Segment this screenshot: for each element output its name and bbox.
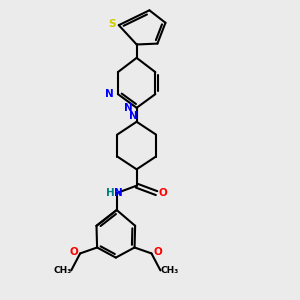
Text: O: O (153, 247, 162, 257)
Text: CH₃: CH₃ (53, 266, 71, 275)
Text: N: N (124, 103, 133, 113)
Text: N: N (105, 89, 114, 99)
Text: CH₃: CH₃ (160, 266, 178, 275)
Text: H: H (106, 188, 115, 197)
Text: O: O (158, 188, 167, 197)
Text: S: S (109, 19, 116, 29)
Text: N: N (114, 188, 123, 197)
Text: N: N (129, 111, 137, 122)
Text: O: O (70, 247, 79, 257)
